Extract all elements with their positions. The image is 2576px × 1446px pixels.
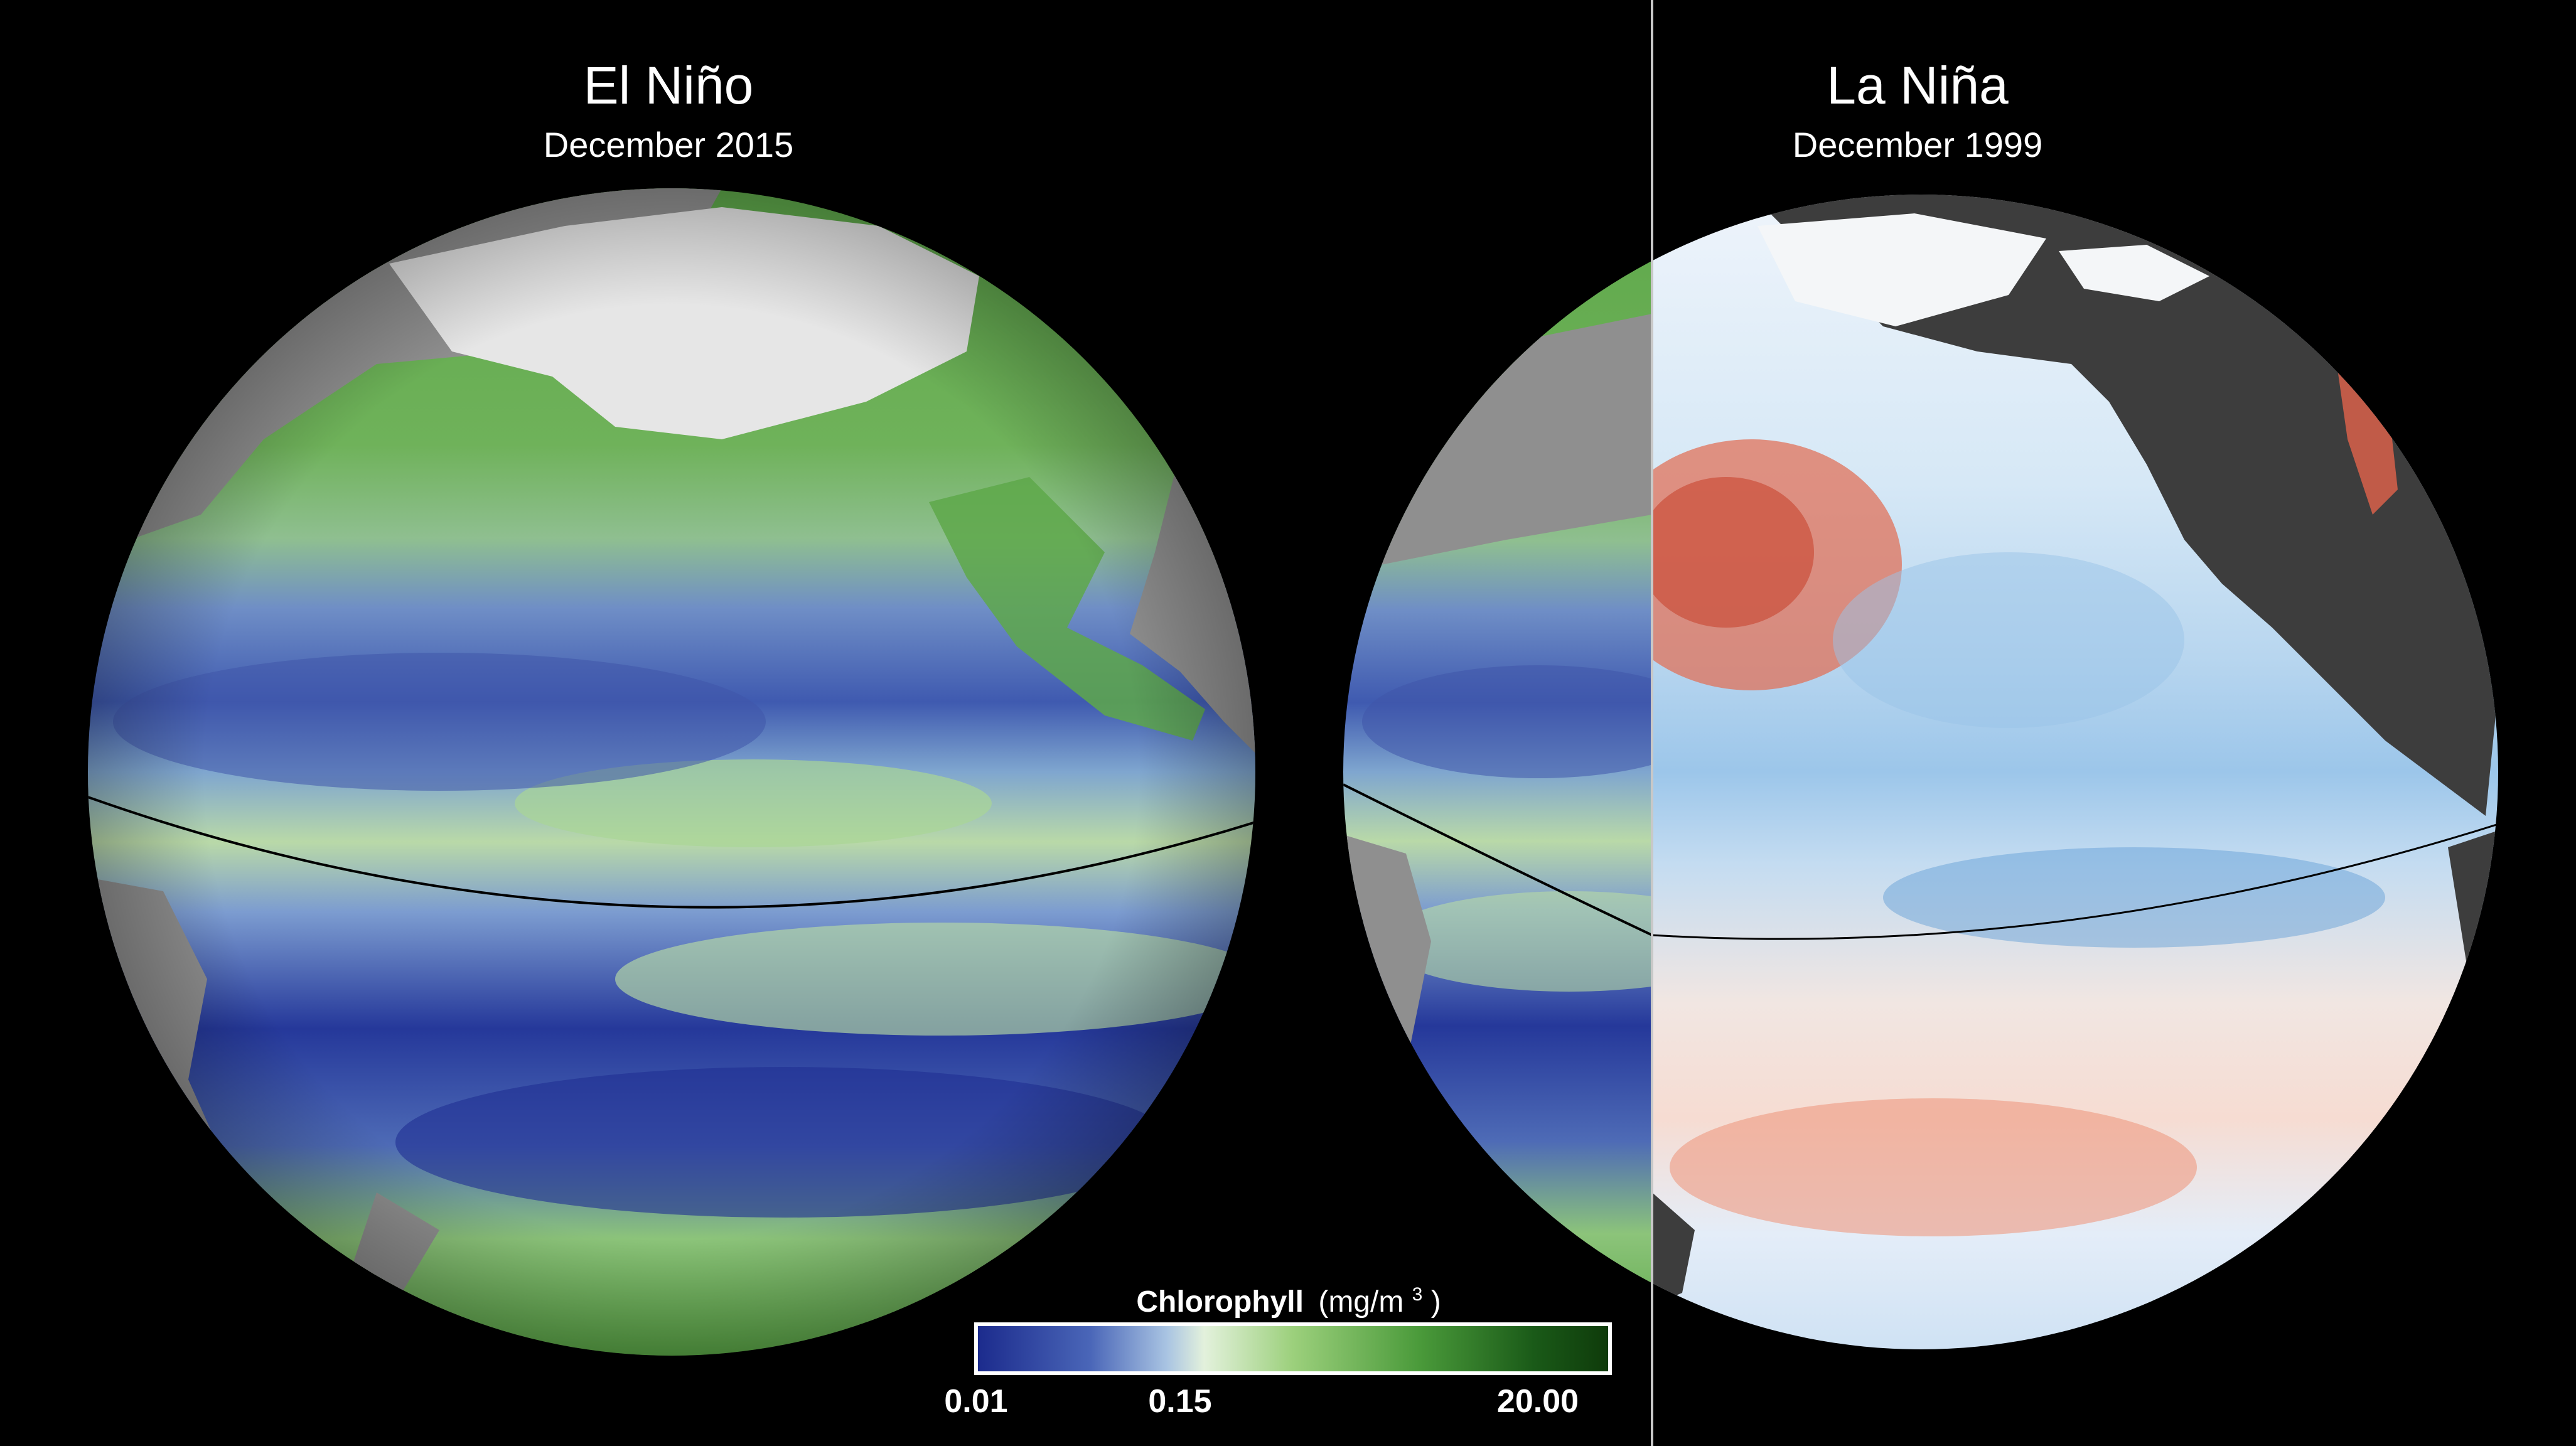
legend-max-label: 20.00 [1497,1383,1579,1420]
chlorophyll-legend: Chlorophyll (mg/m 3 ) 0.01 0.15 20.00 [944,1274,1612,1420]
legend-title-unit-close: ) [1431,1285,1441,1319]
la-nina-globe [1343,195,2498,1349]
legend-title: Chlorophyll (mg/m 3 ) [1136,1274,1441,1319]
legend-title-unit-sup: 3 [1412,1284,1423,1305]
el-nino-subtitle: December 2015 [544,125,793,164]
el-nino-globe [88,188,1255,1356]
legend-min-label: 0.01 [944,1383,1007,1420]
la-nina-title: La Niña [1827,56,2009,115]
la-nina-subtitle: December 1999 [1793,125,2042,164]
el-nino-title: El Niño [584,56,754,115]
legend-title-bold: Chlorophyll [1136,1285,1304,1319]
legend-color-bar [974,1322,1612,1375]
legend-title-unit: (mg/m [1318,1285,1403,1319]
legend-mid-label: 0.15 [1148,1383,1211,1420]
